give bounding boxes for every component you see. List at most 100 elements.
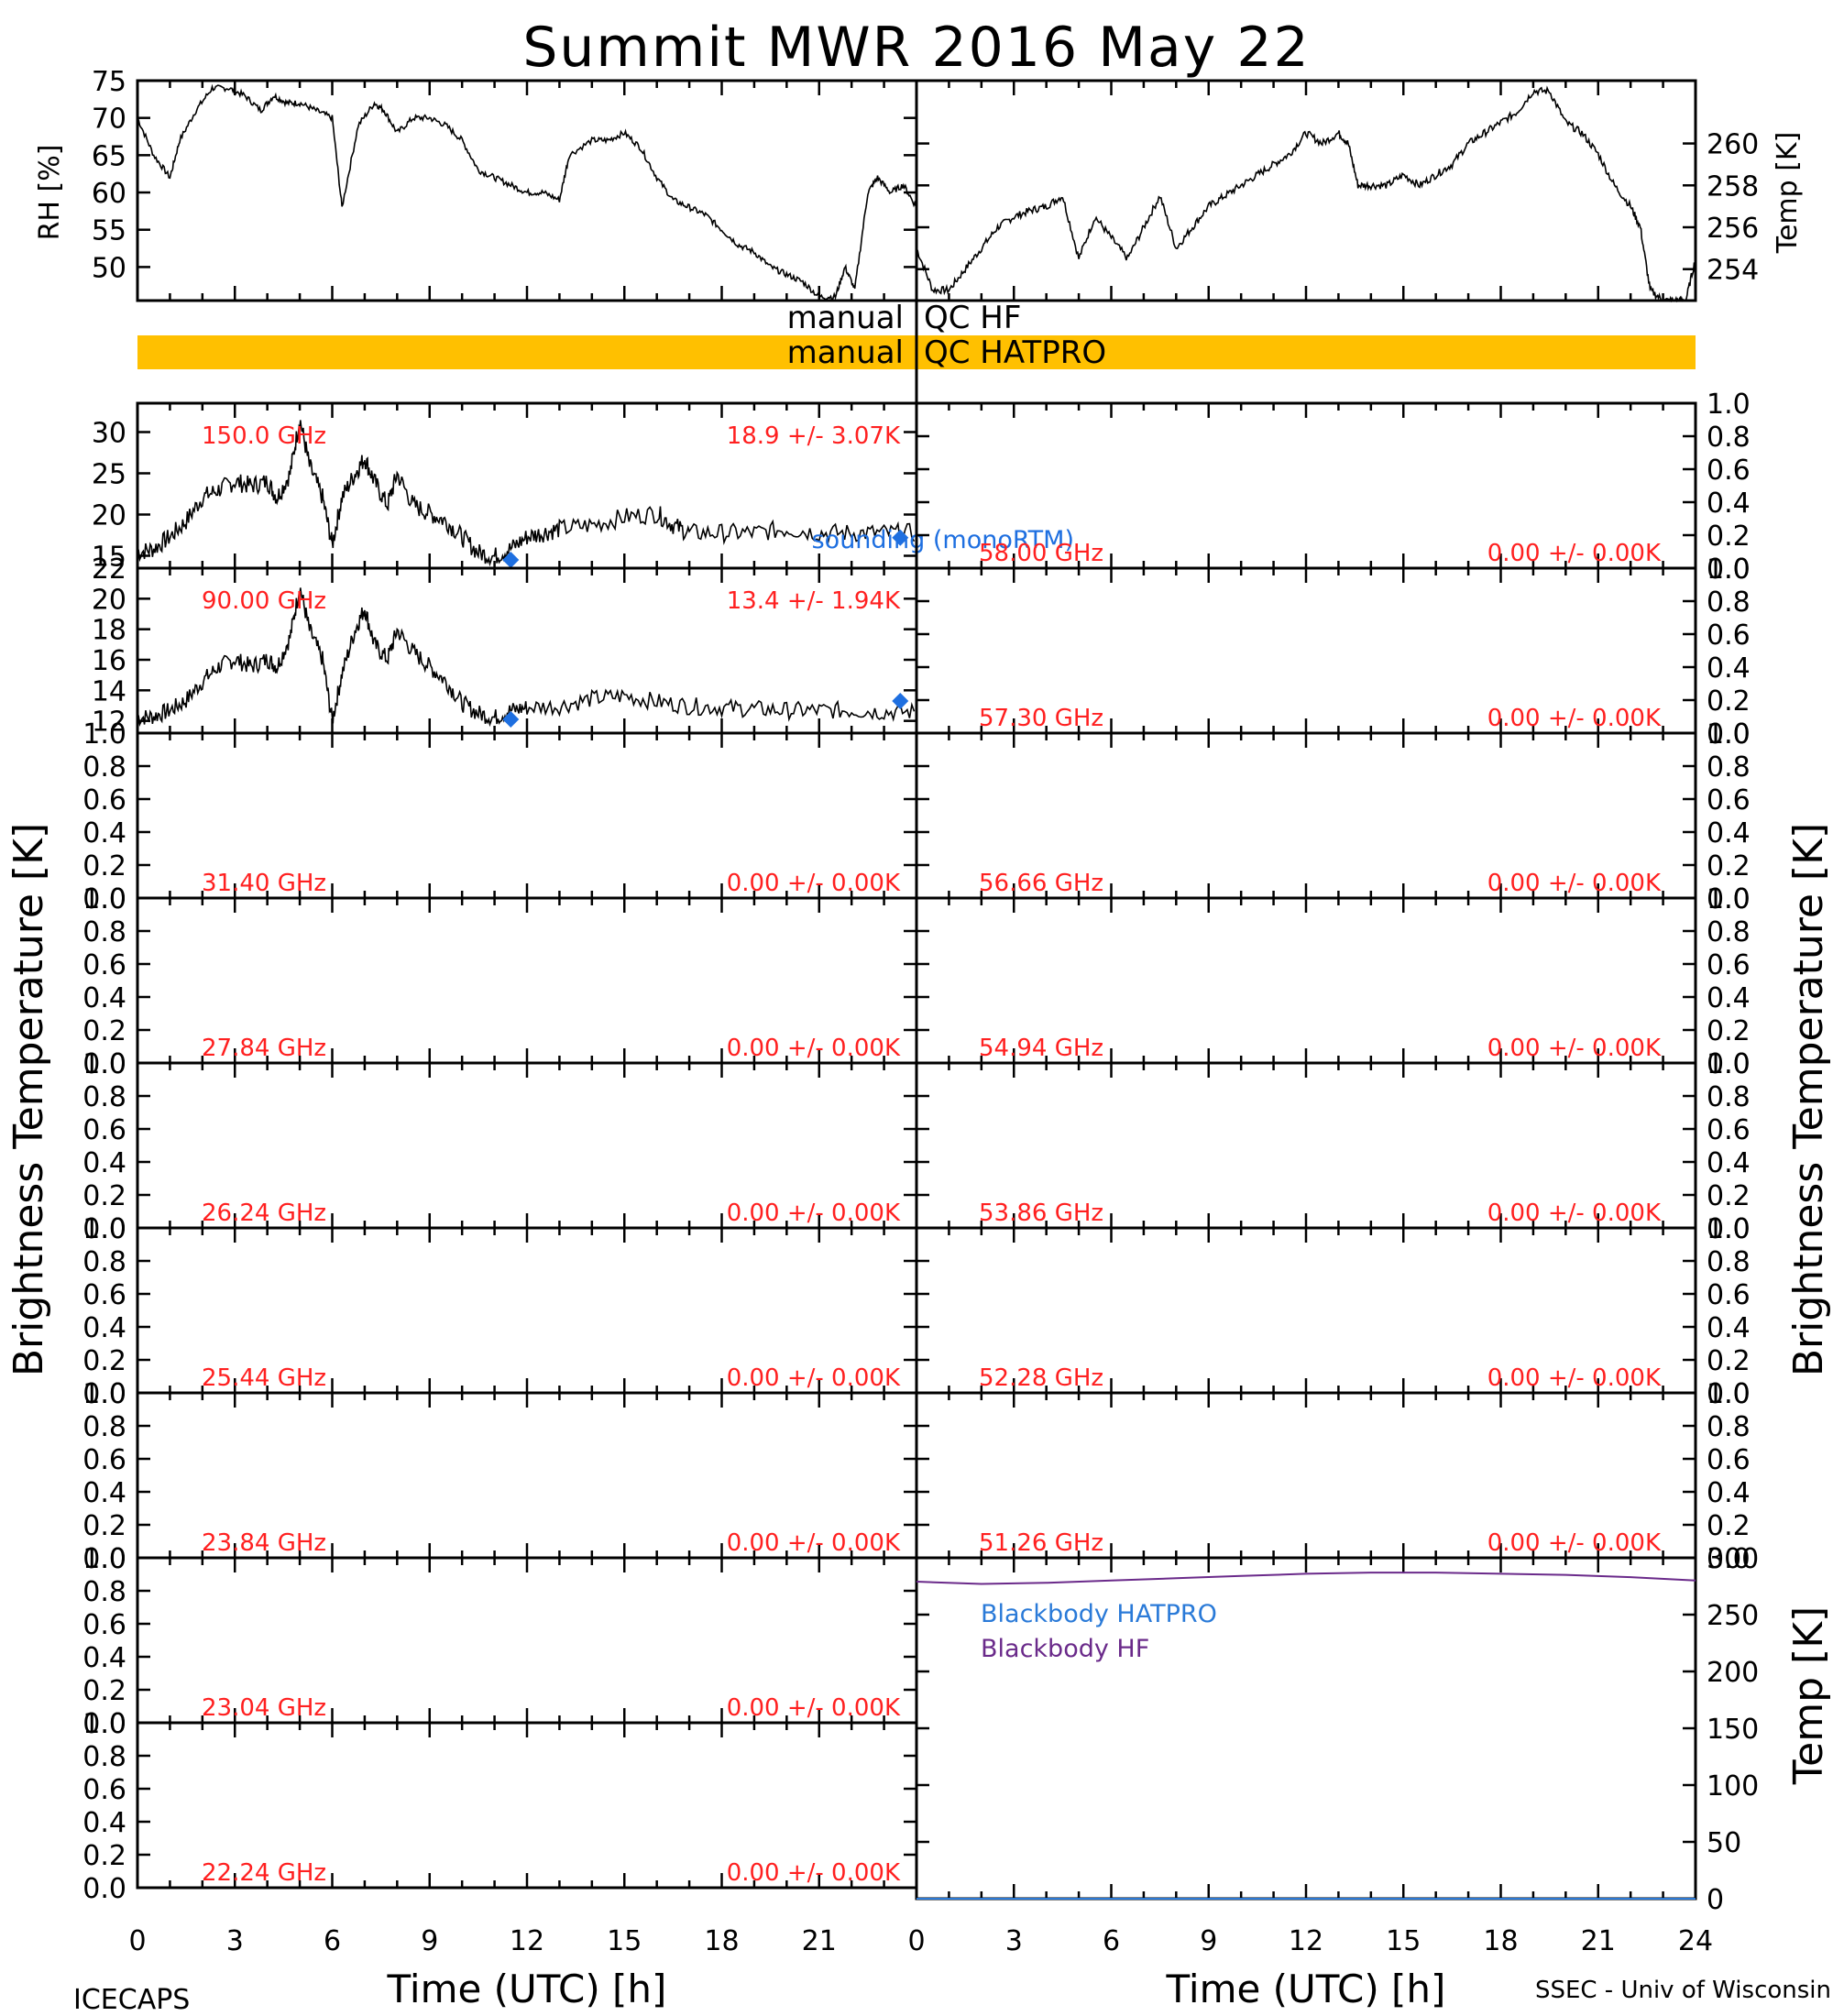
ch3140-stats: 0.00 +/- 0.00K [727, 870, 901, 897]
ch2384-stats: 0.00 +/- 0.00K [727, 1529, 901, 1557]
ch5126-stats: 0.00 +/- 0.00K [1487, 1529, 1662, 1557]
ch2784-tick-label: 0.6 [82, 949, 126, 981]
ch150-tick-label: 25 [92, 459, 126, 491]
ch5386-tick-label: 0.2 [1707, 1180, 1751, 1212]
ch2224-tick-label: 0.8 [82, 1741, 126, 1773]
ch5494-stats: 0.00 +/- 0.00K [1487, 1035, 1662, 1062]
ch5730-label: 57.30 GHz [979, 705, 1103, 732]
x-tick-label-right: 12 [1289, 1925, 1323, 1957]
rh-tick-label: 55 [92, 215, 126, 247]
ch2384-label: 23.84 GHz [202, 1529, 326, 1557]
ch5494-tick-label: 1.0 [1707, 883, 1751, 915]
ch2784-tick-label: 1.0 [82, 883, 126, 915]
temp-tick-label: 258 [1707, 170, 1759, 203]
sounding-legend: sounding (monoRTM) [812, 526, 1074, 554]
ch90-tick-label: 16 [92, 645, 126, 677]
ch5126-tick-label: 0.6 [1707, 1444, 1751, 1476]
ch2544-label: 25.44 GHz [202, 1364, 326, 1392]
ch150-tick-label: 30 [92, 418, 126, 450]
ch5800-tick-label: 0.4 [1707, 488, 1751, 520]
ch5228-tick-label: 0.2 [1707, 1345, 1751, 1377]
legend-blackbody-hf: Blackbody HF [981, 1635, 1149, 1663]
ch2224-tick-label: 1.0 [82, 1708, 126, 1740]
ch5730-tick-label: 0.2 [1707, 685, 1751, 718]
x-tick-label-right: 21 [1581, 1925, 1616, 1957]
x-tick-label-right: 18 [1483, 1925, 1518, 1957]
ch2544-tick-label: 0.8 [82, 1246, 126, 1278]
ch5494-tick-label: 0.0 [1707, 1048, 1751, 1080]
temp-series [916, 85, 1696, 303]
blackbody-tick-label: 100 [1707, 1770, 1759, 1802]
ch5494-tick-label: 0.8 [1707, 916, 1751, 948]
ch90-series [137, 587, 916, 728]
ch150-series [137, 420, 916, 567]
ch5386-tick-label: 0.8 [1707, 1081, 1751, 1113]
ch3140-tick-label: 0.8 [82, 751, 126, 783]
ch2784-tick-label: 0.0 [82, 1048, 126, 1080]
ch5228-tick-label: 0.4 [1707, 1312, 1751, 1344]
x-tick-label-right: 15 [1386, 1925, 1421, 1957]
ch2384-tick-label: 0.4 [82, 1477, 126, 1509]
ch150-series-trace [137, 420, 916, 567]
rh-series [137, 83, 916, 301]
ch2304-label: 23.04 GHz [202, 1694, 326, 1722]
ch5126-tick-label: 0.8 [1707, 1411, 1751, 1443]
ch150-sounding-marker [502, 552, 520, 568]
ch5800-tick-label: 0.6 [1707, 455, 1751, 487]
ch5386-stats: 0.00 +/- 0.00K [1487, 1200, 1662, 1227]
ch5228-tick-label: 0.6 [1707, 1279, 1751, 1311]
temp-frame [915, 79, 1697, 302]
ch2224-label: 22.24 GHz [202, 1859, 326, 1887]
ch2624-tick-label: 0.8 [82, 1081, 126, 1113]
ch5730-tick-label: 0.0 [1707, 718, 1751, 751]
ch2304-tick-label: 1.0 [82, 1543, 126, 1575]
legend-blackbody-hatpro: Blackbody HATPRO [981, 1600, 1217, 1628]
ch3140-tick-label: 0.2 [82, 850, 126, 882]
ch5800-tick-label: 0.2 [1707, 520, 1751, 553]
rh-tick-label: 50 [92, 252, 126, 284]
ch3140-tick-label: 0.4 [82, 817, 126, 849]
ch90-sounding-marker [892, 693, 909, 709]
ch2624-tick-label: 0.0 [82, 1213, 126, 1245]
x-tick-label-right: 0 [907, 1925, 925, 1957]
ch5126-tick-label: 0.2 [1707, 1510, 1751, 1542]
ch5730-tick-label: 0.4 [1707, 652, 1751, 685]
ch90-series-trace [137, 587, 916, 728]
ch5730-tick-label: 1.0 [1707, 553, 1751, 586]
ch5800-tick-label: 1.0 [1707, 389, 1751, 421]
ch90-tick-label: 12 [92, 707, 126, 739]
x-tick-label-right: 24 [1678, 1925, 1713, 1957]
ch2304-tick-label: 0.6 [82, 1609, 126, 1641]
ch2624-tick-label: 0.2 [82, 1180, 126, 1212]
ch2304-tick-label: 0.4 [82, 1642, 126, 1674]
footer-right: SSEC - Univ of Wisconsin [1535, 1977, 1831, 2004]
ch2384-tick-label: 0.6 [82, 1444, 126, 1476]
ch5228-label: 52.28 GHz [979, 1364, 1103, 1392]
ch2544-stats: 0.00 +/- 0.00K [727, 1364, 901, 1392]
ch2624-stats: 0.00 +/- 0.00K [727, 1200, 901, 1227]
ch2224-tick-label: 0.2 [82, 1840, 126, 1872]
ch5126-tick-label: 0.0 [1707, 1543, 1751, 1575]
ch150-tick-label: 20 [92, 500, 126, 532]
ch150-sounding-marker [892, 529, 909, 546]
ch3140-tick-label: 0.0 [82, 883, 126, 915]
ch5800-label: 58.00 GHz [979, 540, 1103, 567]
ch5800-tick-label: 0.8 [1707, 422, 1751, 454]
rh-tick-label: 70 [92, 104, 126, 136]
temp-ylabel: Temp [K] [1772, 132, 1804, 255]
ch2544-tick-label: 0.2 [82, 1345, 126, 1377]
x-tick-label-left: 15 [607, 1925, 642, 1957]
ch90-tick-label: 18 [92, 615, 126, 647]
x-tick-label-left: 3 [226, 1925, 244, 1957]
ch2544-tick-label: 1.0 [82, 1213, 126, 1245]
ch5666-tick-label: 0.0 [1707, 883, 1751, 915]
ch2784-label: 27.84 GHz [202, 1035, 326, 1062]
temp-tick-label: 256 [1707, 213, 1759, 245]
x-tick-label-right: 6 [1103, 1925, 1120, 1957]
bb-ylabel: Temp [K] [1785, 1606, 1832, 1785]
x-tick-label-right: 9 [1200, 1925, 1217, 1957]
ch90-sounding-marker [502, 711, 520, 728]
ch3140-tick-label: 0.6 [82, 784, 126, 816]
ch5386-label: 53.86 GHz [979, 1200, 1103, 1227]
ch2384-tick-label: 0.8 [82, 1411, 126, 1443]
